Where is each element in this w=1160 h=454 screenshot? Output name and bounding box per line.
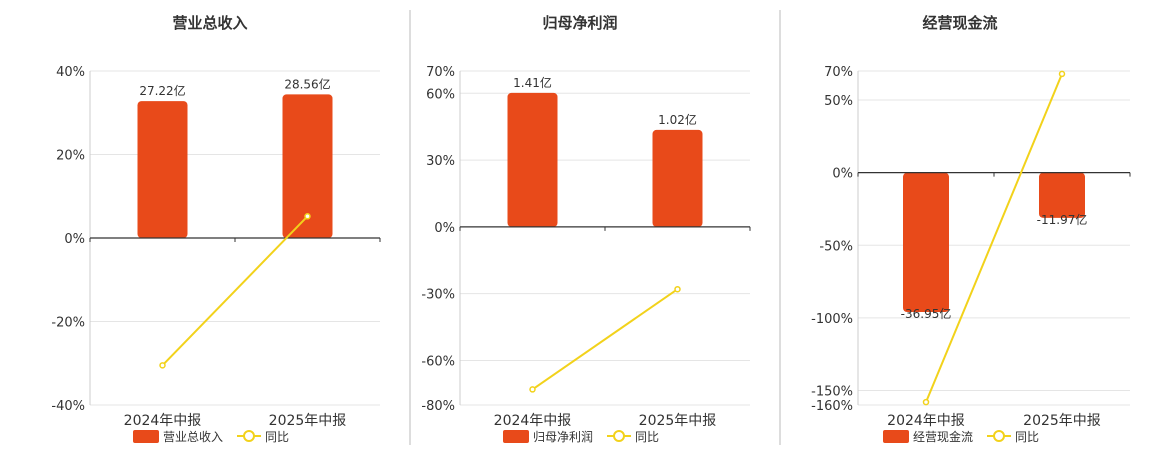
yoy-point [922, 398, 930, 406]
y-tick-label: 30% [426, 154, 455, 169]
y-tick-label: -60% [421, 354, 455, 369]
legend-bar-label: 营业总收入 [163, 430, 223, 444]
y-tick-label: 0% [434, 221, 455, 236]
y-tick-label: 70% [426, 65, 455, 80]
yoy-point [304, 213, 311, 220]
y-tick-label: -20% [51, 316, 85, 331]
bar-value-label: 27.22亿 [139, 83, 185, 98]
y-tick-label: -50% [819, 239, 853, 254]
y-tick-label: -100% [811, 312, 853, 327]
y-tick-label: 20% [56, 149, 85, 164]
yoy-line [925, 73, 1063, 403]
y-tick-label: 40% [56, 65, 85, 80]
legend-line-label: 同比 [635, 430, 659, 444]
yoy-point [159, 362, 166, 369]
y-tick-label: 60% [426, 87, 455, 102]
bar-value-label: 1.02亿 [658, 112, 697, 127]
legend-bar-swatch [133, 430, 159, 443]
yoy-point [674, 285, 681, 293]
legend-line-label: 同比 [265, 430, 289, 444]
y-tick-label: 50% [824, 94, 853, 109]
bar [903, 172, 949, 313]
legend-bar-swatch [503, 430, 529, 443]
y-tick-label: 70% [824, 65, 853, 80]
chart-title: 营业总收入 [172, 14, 247, 32]
bar-value-label: -11.97亿 [1037, 212, 1088, 227]
bar [507, 92, 558, 227]
bar-value-label: -36.95亿 [901, 306, 952, 321]
y-tick-label: -80% [421, 399, 455, 414]
bar-value-label: 28.56亿 [284, 76, 330, 91]
legend-bar-swatch [883, 430, 909, 443]
y-tick-label: 0% [64, 232, 85, 247]
yoy-point [529, 386, 536, 393]
bar-value-label: 1.41亿 [513, 75, 552, 90]
legend-line-marker [243, 430, 255, 442]
x-tick-label: 2025年中报 [639, 413, 717, 429]
bar [1039, 172, 1085, 218]
yoy-point [1058, 70, 1066, 78]
bar [137, 101, 188, 239]
x-tick-label: 2024年中报 [124, 413, 202, 429]
legend-bar-label: 经营现金流 [913, 429, 973, 444]
yoy-line [161, 215, 309, 367]
x-tick-label: 2024年中报 [887, 413, 965, 429]
y-tick-label: -30% [421, 288, 455, 303]
legend-line-marker [613, 430, 625, 442]
legend-line-marker [993, 430, 1005, 442]
y-tick-label: 0% [832, 167, 853, 182]
legend-line-label: 同比 [1015, 430, 1039, 444]
chart-title: 经营现金流 [922, 14, 997, 32]
x-tick-label: 2025年中报 [1023, 413, 1101, 429]
yoy-line [531, 288, 679, 391]
y-tick-label: -40% [51, 399, 85, 414]
chart-title: 归母净利润 [542, 14, 617, 32]
x-tick-label: 2024年中报 [494, 413, 572, 429]
y-tick-label: -160% [811, 399, 853, 414]
legend-bar-label: 归母净利润 [533, 430, 593, 444]
y-tick-label: -150% [811, 384, 853, 399]
bar [282, 94, 333, 238]
bar [652, 129, 703, 227]
x-tick-label: 2025年中报 [269, 413, 347, 429]
